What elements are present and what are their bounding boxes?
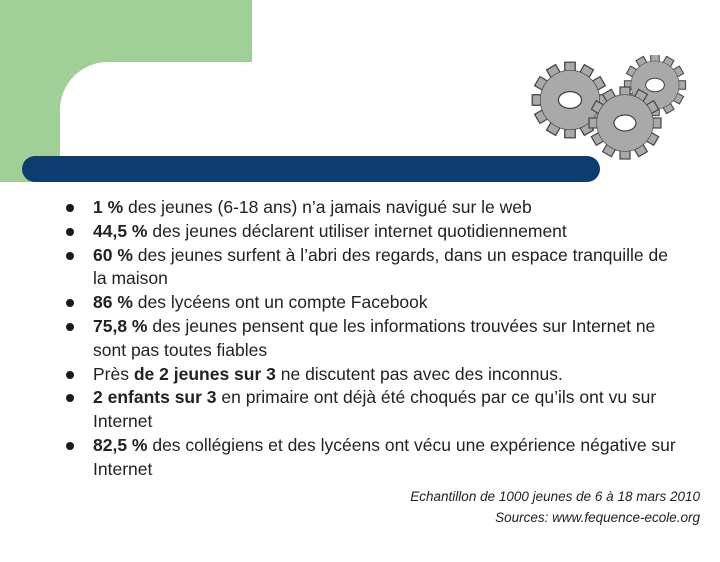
bullet-icon — [66, 251, 74, 260]
bullet-icon — [66, 204, 74, 212]
list-item: 1 % des jeunes (6-18 ans) n’a jamais nav… — [66, 196, 686, 220]
bullet-icon — [66, 299, 74, 308]
bullet-icon — [66, 227, 74, 236]
bullet-icon — [66, 441, 74, 450]
title-bar — [22, 156, 600, 182]
sources-footnote: Sources: www.fequence-ecole.org — [495, 510, 700, 525]
list-item: 82,5 % des collégiens et des lycéens ont… — [66, 434, 686, 482]
bullet-icon — [66, 394, 74, 403]
list-item: Près de 2 jeunes sur 3 ne discutent pas … — [66, 363, 686, 387]
list-item: 60 % des jeunes surfent à l’abri des reg… — [66, 244, 686, 292]
gears-icon — [531, 55, 687, 160]
sample-footnote: Echantillon de 1000 jeunes de 6 à 18 mar… — [410, 489, 700, 504]
bullet-icon — [66, 370, 74, 379]
list-item: 86 % des lycéens ont un compte Facebook — [66, 291, 686, 315]
statistics-list: 1 % des jeunes (6-18 ans) n’a jamais nav… — [66, 196, 686, 482]
list-item: 2 enfants sur 3 en primaire ont déjà été… — [66, 386, 686, 434]
list-item: 75,8 % des jeunes pensent que les inform… — [66, 315, 686, 363]
bullet-icon — [66, 322, 74, 331]
list-item: 44,5 % des jeunes déclarent utiliser int… — [66, 220, 686, 244]
